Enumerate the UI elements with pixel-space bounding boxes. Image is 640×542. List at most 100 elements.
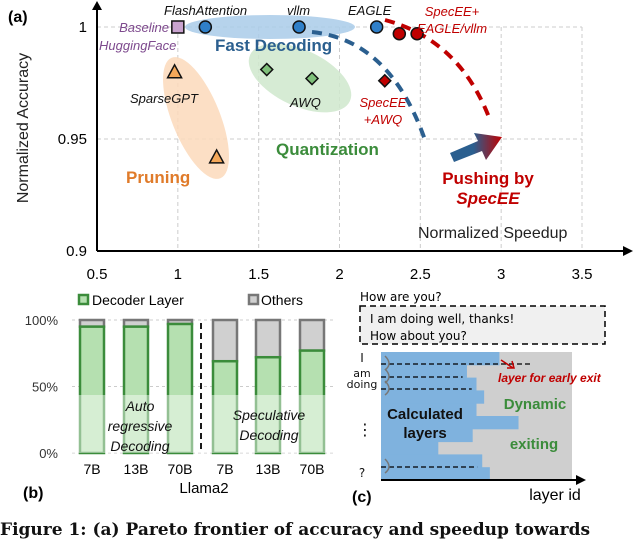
label-awq: AWQ — [289, 95, 321, 110]
response-line-1: I am doing well, thanks! — [370, 312, 514, 326]
calculated-layer-row — [381, 467, 490, 481]
layer-id-label: layer id — [529, 487, 581, 504]
label-huggingface: HuggingFace — [99, 38, 176, 53]
point-specee-eagle-vllm-circle — [410, 26, 424, 41]
calculated-layer-row — [381, 364, 467, 379]
bar-decoder-layer — [78, 325, 106, 455]
point-specee-awq-diamond — [377, 73, 392, 88]
legend-decoder-layer: Decoder Layer — [92, 292, 184, 308]
panel-b-label: (b) — [23, 485, 43, 502]
x-axis-label-llama2: Llama2 — [179, 480, 228, 497]
label-baseline: Baseline — [119, 20, 169, 35]
panel-c: How are you? I am doing well, thanks! Ho… — [347, 290, 606, 506]
token-doing: doing — [347, 378, 378, 391]
point-quantization-diamond — [304, 71, 320, 86]
token-question: ? — [359, 466, 365, 480]
label-vllm: vllm — [287, 3, 310, 18]
point-fast-decoding-circle — [369, 20, 384, 34]
quantization-region — [248, 43, 352, 113]
point-pruning-triangle — [208, 148, 225, 164]
calculated-layer-row — [381, 416, 519, 430]
bar-others — [254, 318, 282, 359]
label-pruning: Pruning — [126, 168, 190, 187]
group-label-auto-1: Auto — [125, 398, 155, 414]
panel-c-label: (c) — [352, 489, 372, 506]
point-quantization-diamond — [259, 62, 274, 77]
y-tick-label: 0.9 — [66, 243, 87, 260]
point-fast-decoding-circle — [292, 20, 306, 34]
specee-frontier — [384, 18, 492, 121]
bar-decoder-layer — [298, 349, 326, 455]
point-baseline-huggingface-square — [171, 20, 185, 34]
axis-arrow-icon — [576, 475, 586, 485]
label-specee-eagle-2: EAGLE/vllm — [417, 21, 487, 36]
legend-others: Others — [261, 292, 303, 308]
label-specee-awq-1: SpecEE — [360, 95, 407, 110]
calculated-layer-row — [381, 428, 473, 443]
y-tick-label: 1 — [79, 19, 87, 36]
label-quantization: Quantization — [276, 140, 379, 159]
token-am: am — [353, 367, 370, 380]
x-tick-label: 1 — [174, 266, 182, 283]
figure-caption: Figure 1: (a) Pareto frontier of accurac… — [0, 520, 591, 540]
point-pruning-triangle — [166, 63, 183, 79]
response-box — [359, 305, 606, 345]
x-tick-label: 13B — [256, 461, 281, 477]
label-flashattention: FlashAttention — [164, 3, 247, 18]
label-specee-eagle-1: SpecEE+ — [425, 4, 480, 19]
legend-swatch-decoder — [77, 293, 90, 306]
calculated-layer-row — [381, 454, 483, 468]
y-tick-label: 0% — [39, 446, 58, 461]
point-fast-decoding-circle — [198, 20, 213, 34]
label-specee-awq-2: +AWQ — [364, 112, 402, 127]
x-tick-label: 3 — [497, 266, 505, 283]
calculated-layer-row — [381, 352, 500, 366]
bar-others — [298, 318, 326, 352]
panel-b: Decoder Layer Others 0% 50% 100% 7B 13B 70B 7… — [23, 292, 334, 502]
label-fast-decoding: Fast Decoding — [215, 36, 332, 55]
label-sparsegpt: SparseGPT — [130, 91, 199, 106]
response-line-2: How about you? — [370, 329, 467, 343]
x-axis-label: Normalized Speedup — [418, 225, 568, 242]
calculated-layer-row — [381, 390, 485, 404]
group-label-spec-1: Speculative — [233, 407, 306, 423]
fast-decoding-frontier — [311, 30, 427, 141]
loop-arrow-icon — [384, 380, 390, 396]
legend-swatch-others — [247, 293, 260, 306]
bar-decoder-layer — [211, 359, 239, 455]
bar-decoder-layer — [166, 322, 194, 455]
x-tick-label: 3.5 — [572, 266, 593, 283]
axes — [92, 1, 633, 256]
calculated-layers-1: Calculated — [387, 406, 463, 423]
x-tick-label: 2 — [335, 266, 343, 283]
x-tick-label: 0.5 — [87, 266, 108, 283]
group-label-auto-2: regressive — [108, 418, 173, 434]
y-axis-label: Normalized Accuracy — [15, 53, 32, 203]
loop-arrow-icon — [384, 355, 390, 371]
exiting-label: exiting — [510, 436, 558, 453]
calculated-layer-row — [381, 377, 477, 391]
label-pushing-1: Pushing by — [442, 169, 534, 188]
point-specee-eagle-vllm-circle — [392, 26, 407, 41]
y-tick-label: 100% — [25, 313, 59, 328]
label-eagle: EAGLE — [348, 3, 392, 18]
y-tick-label: 0.95 — [58, 131, 87, 148]
calculated-layers-2: layers — [403, 425, 446, 442]
bar-others — [211, 318, 239, 363]
x-tick-label: 1.5 — [248, 266, 269, 283]
early-exit-label: layer for early exit — [498, 371, 602, 385]
x-tick-label: 13B — [124, 461, 149, 477]
y-tick-label: 50% — [32, 380, 58, 395]
calculated-layer-row — [381, 441, 439, 455]
pushing-arrow — [450, 133, 502, 162]
dynamic-label: Dynamic — [504, 396, 567, 413]
pruning-region — [163, 57, 229, 179]
label-pushing-2: SpecEE — [456, 189, 520, 208]
prompt-text: How are you? — [360, 290, 442, 304]
token-i: I — [360, 351, 364, 365]
token-ellipsis: ⋮ — [357, 420, 373, 439]
group-label-backdrop — [72, 395, 334, 453]
calculated-layer-row — [381, 403, 477, 417]
legend: Decoder Layer Others — [77, 292, 303, 308]
